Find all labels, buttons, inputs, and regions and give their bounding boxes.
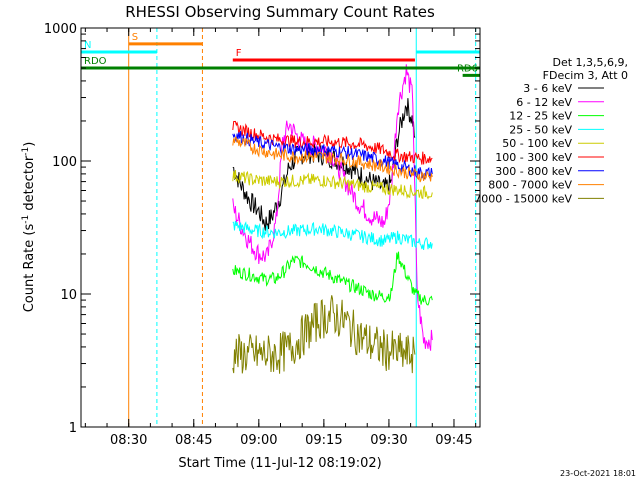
y-axis-label-main: Count Rate (s [22,224,37,313]
x-tick-label-5: 09:45 [435,433,472,448]
y-axis-label-sup: -1 [21,215,31,224]
axes-layer: 08:30 08:45 09:00 09:15 09:30 09:45 1 10 100 1000 [44,22,481,448]
series-line-2 [232,251,433,306]
legend-label-0: 3 - 6 keV [523,82,572,95]
series-line-7 [232,136,433,183]
series-layer [232,64,433,374]
x-tick-label-3: 09:15 [305,433,342,448]
segment-label-5: RD6 [457,63,478,74]
legend-label-4: 50 - 100 keV [502,137,572,150]
segment-label-4: RDO [84,56,107,67]
legend-label-7: 800 - 7000 keV [488,179,572,192]
chart-title: RHESSI Observing Summary Count Rates [125,3,435,21]
series-line-1 [232,64,433,351]
x-tick-label-2: 09:00 [240,433,277,448]
series-line-3 [232,220,433,250]
segment-label-1: N [84,40,91,51]
footer-date: 23-Oct-2021 18:01 [560,469,636,478]
y-tick-label-1: 10 [60,288,77,303]
attenuator-segments-layer: S N F RDO RD6 [81,32,480,77]
legend-label-3: 25 - 50 keV [509,123,572,136]
series-line-8 [232,295,416,374]
legend-label-8: 7000 - 15000 keV [474,192,572,205]
y-axis-label-end: ) [22,142,37,147]
x-tick-label-1: 08:45 [175,433,212,448]
y-tick-label-2: 100 [52,155,77,170]
legend-header-1: FDecim 3, Att 0 [543,69,628,82]
y-axis-label: Count Rate (s-1 detector-1) [21,142,37,313]
y-tick-label-0: 1 [69,421,77,436]
legend-label-5: 100 - 300 keV [495,151,572,164]
x-tick-label-0: 08:30 [110,433,147,448]
segment-label-2: F [236,48,242,59]
x-tick-label-4: 09:30 [370,433,407,448]
vertical-markers-layer [128,28,477,427]
segment-label-0: S [132,32,138,43]
legend-label-1: 6 - 12 keV [516,96,572,109]
legend: Det 1,3,5,6,9,FDecim 3, Att 03 - 6 keV6 … [474,56,628,205]
legend-header-0: Det 1,3,5,6,9, [552,56,628,69]
y-tick-label-3: 1000 [44,22,77,37]
x-axis-label: Start Time (11-Jul-12 08:19:02) [178,456,381,471]
series-line-4 [232,169,433,200]
y-axis-label-sup2: -1 [21,147,31,156]
series-line-6 [232,130,433,180]
y-axis-label-tail: detector [22,155,37,215]
legend-label-2: 12 - 25 keV [509,110,572,123]
legend-label-6: 300 - 800 keV [495,165,572,178]
plot-frame [80,27,481,428]
